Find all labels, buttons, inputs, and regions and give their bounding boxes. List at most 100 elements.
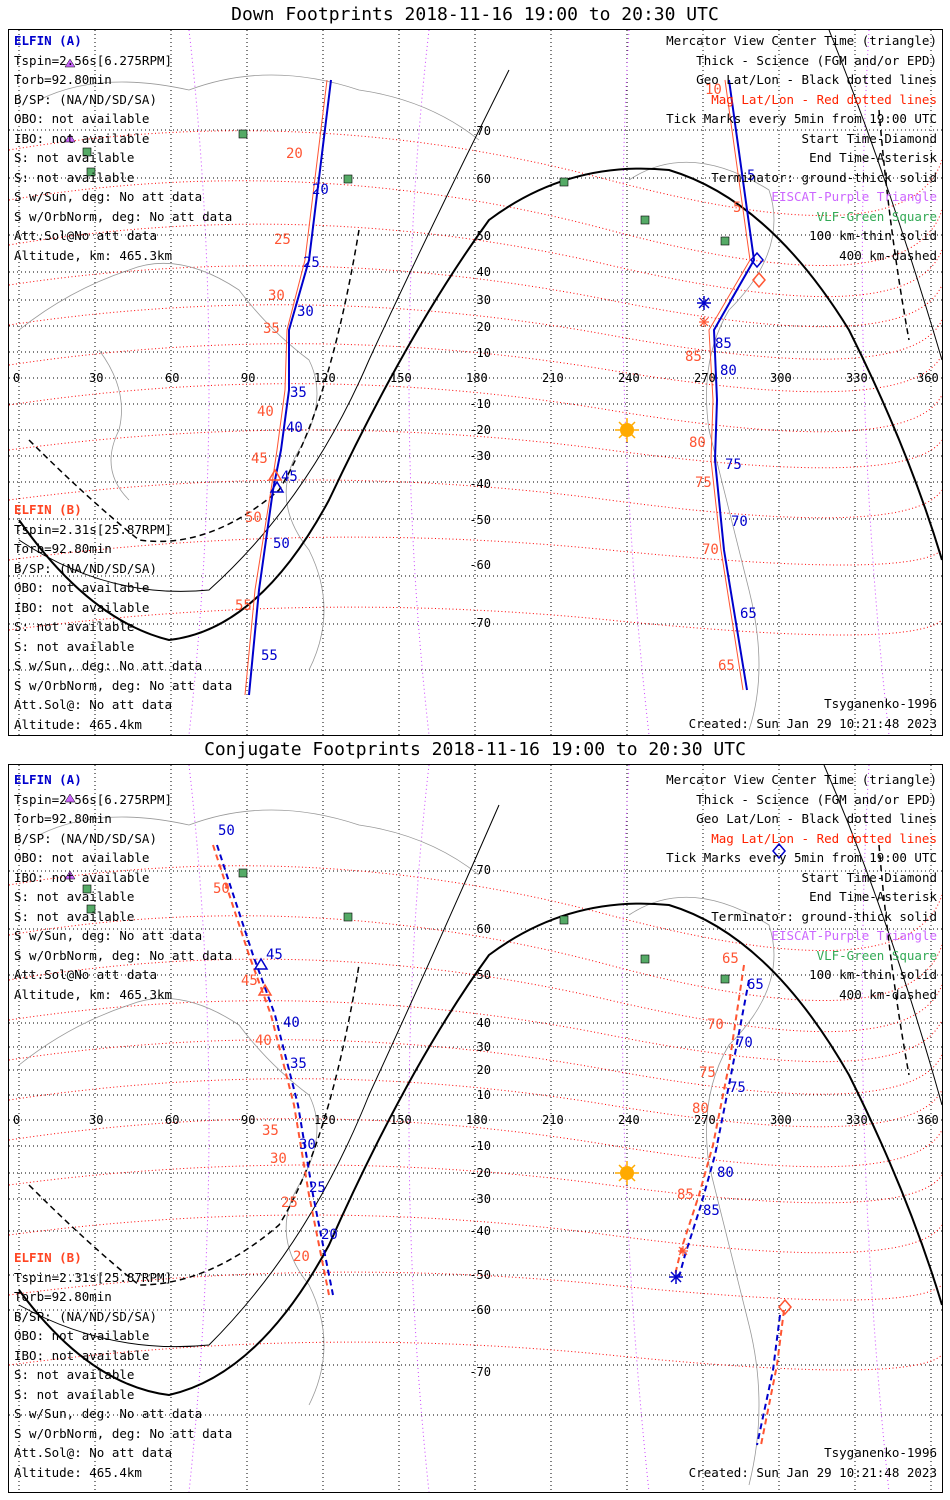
elfin-b-end-asterisk (699, 317, 709, 327)
legend: Mercator View Center Time (triangle) Thic… (666, 772, 937, 1002)
model-label: Tsyganenko-1996 (824, 1445, 937, 1460)
lat-label: -60 (469, 558, 491, 572)
lon-label: 300 (770, 371, 792, 385)
lat-label: 70 (476, 124, 491, 138)
elfin-b-info: ELFIN (B) Tspin=2.31s[25.87RPM] Torb=92.8… (14, 1250, 233, 1480)
elfin-b-tick: 80 (689, 435, 706, 451)
panel-1-title: Down Footprints 2018-11-16 19:00 to 20:3… (231, 4, 719, 25)
lat-axis-labels: 70 60 50 40 30 20 10 -10 -20 -30 -40 -50… (461, 30, 491, 735)
eiscat-triangle (64, 870, 76, 880)
vlf-square (82, 147, 92, 157)
elfin-b-tick: 50 (245, 510, 262, 526)
elfin-a-tick: 20 (312, 182, 329, 198)
vlf-stations (82, 129, 730, 246)
lon-label: 360 (917, 371, 939, 385)
elfin-b-track-west (244, 79, 328, 696)
lat-label: 20 (476, 320, 491, 334)
lon-label: 180 (466, 371, 488, 385)
mag-grid (9, 865, 942, 1371)
elfin-a-tick: 75 (725, 457, 742, 473)
down-footprints-map: 0 30 60 90 120 150 180 210 240 270 300 3… (8, 29, 943, 736)
elfin-b-tick: 45 (251, 451, 268, 467)
subsolar-point (615, 418, 639, 442)
elfin-a-label: ELFIN (A) (14, 33, 82, 48)
elfin-a-track-east (678, 979, 750, 1278)
elfin-a-center-triangle (269, 480, 285, 493)
mag-grid (9, 130, 942, 636)
elfin-a-tick: 35 (290, 385, 307, 401)
elfin-a-tick: 40 (286, 420, 303, 436)
elfin-a-tick: 55 (261, 648, 278, 664)
vlf-square (343, 174, 353, 184)
elfin-b-tick: 65 (718, 658, 735, 674)
lat-label: -40 (469, 477, 491, 491)
elfin-b-tick: 55 (235, 598, 252, 614)
elfin-b-tick: 70 (702, 542, 719, 558)
vlf-stations (82, 868, 730, 984)
elfin-a-info: ELFIN (A) Tspin=2.56s[6.275RPM] Torb=92.8… (14, 33, 233, 263)
elfin-a-tick: 80 (720, 363, 737, 379)
lat-label: -30 (469, 449, 491, 463)
elfin-b-tick: 30 (268, 288, 285, 304)
lat-label: 30 (476, 293, 491, 307)
elfin-a-tick: 30 (297, 304, 314, 320)
elfin-a-track-west (248, 79, 332, 696)
elfin-a-track-east (712, 79, 756, 691)
elfin-a-tick: 50 (273, 536, 290, 552)
lat-label: 50 (476, 229, 491, 243)
lon-label: 330 (846, 371, 868, 385)
lat-label: -10 (469, 397, 491, 411)
eiscat-triangle (64, 793, 76, 803)
lon-axis-labels: 0 30 60 90 120 150 180 210 240 270 300 3… (13, 1113, 939, 1127)
elfin-a-end-asterisk (697, 296, 711, 310)
lat-label: -70 (469, 616, 491, 630)
elfin-b-track-east (708, 79, 751, 691)
lat-label: 10 (476, 346, 491, 360)
vlf-square (238, 129, 248, 139)
elfin-a-center-triangle (253, 957, 269, 970)
elfin-a-info: ELFIN (A) Tspin=2.56s[6.275RPM] Torb=92.8… (14, 772, 233, 1002)
elfin-a-tick: 5 (747, 168, 756, 184)
legend: Mercator View Center Time (triangle) Thic… (666, 33, 937, 263)
elfin-b-info: ELFIN (B) Tspin=2.31s[25.87RPM] Torb=92.8… (14, 502, 233, 732)
elfin-b-track-west (212, 844, 330, 1296)
subsolar-point (615, 1161, 639, 1185)
vlf-square (640, 215, 650, 225)
created-label: Created: Sun Jan 29 10:21:48 2023 (688, 1465, 937, 1480)
lon-label: 270 (694, 371, 716, 385)
mag-meridians (188, 30, 890, 735)
lon-label: 210 (542, 371, 564, 385)
elfin-b-tick: 75 (695, 475, 712, 491)
elfin-a-track-west (216, 844, 334, 1296)
lon-label: 150 (390, 371, 412, 385)
elfin-b-start-diamond (752, 271, 766, 289)
lon-label: 30 (89, 371, 104, 385)
terminator-ground (18, 902, 942, 1397)
elfin-b-tick: 85 (685, 349, 702, 365)
elfin-b-tick: 25 (274, 232, 291, 248)
panel-2-title: Conjugate Footprints 2018-11-16 19:00 to… (204, 739, 746, 760)
lat-axis-labels: 70 60 50 40 30 20 10 -10 -20 -30 -40 -50… (469, 863, 491, 1379)
elfin-a-tick: 70 (731, 514, 748, 530)
terminator-400km (28, 964, 360, 1286)
terminator-100km (18, 69, 510, 592)
eiscat-triangle (64, 58, 76, 68)
elfin-b-label: ELFIN (B) (14, 502, 82, 517)
lat-label: 40 (476, 265, 491, 279)
elfin-a-start-diamond (772, 842, 786, 860)
lat-label: 60 (476, 172, 491, 186)
elfin-b-center-triangle (267, 468, 283, 481)
conjugate-footprints-map: 0 30 60 90 120 150 180 210 240 270 300 3… (8, 764, 943, 1493)
lat-label: -50 (469, 513, 491, 527)
lon-axis-labels: 0 30 60 90 120 150 180 210 240 270 300 3… (9, 371, 942, 387)
lat-label: -20 (469, 423, 491, 437)
elfin-b-start-diamond (778, 1298, 792, 1316)
elfin-b-tick: 20 (286, 146, 303, 162)
lon-label: 240 (618, 371, 640, 385)
created-label: Created: Sun Jan 29 10:21:48 2023 (688, 716, 937, 731)
elfin-a-tick: 25 (303, 255, 320, 271)
elfin-a-start-diamond (750, 251, 764, 269)
eiscat-triangle (64, 133, 76, 143)
elfin-a-end-asterisk (669, 1270, 683, 1284)
elfin-b-tick: 35 (263, 321, 280, 337)
